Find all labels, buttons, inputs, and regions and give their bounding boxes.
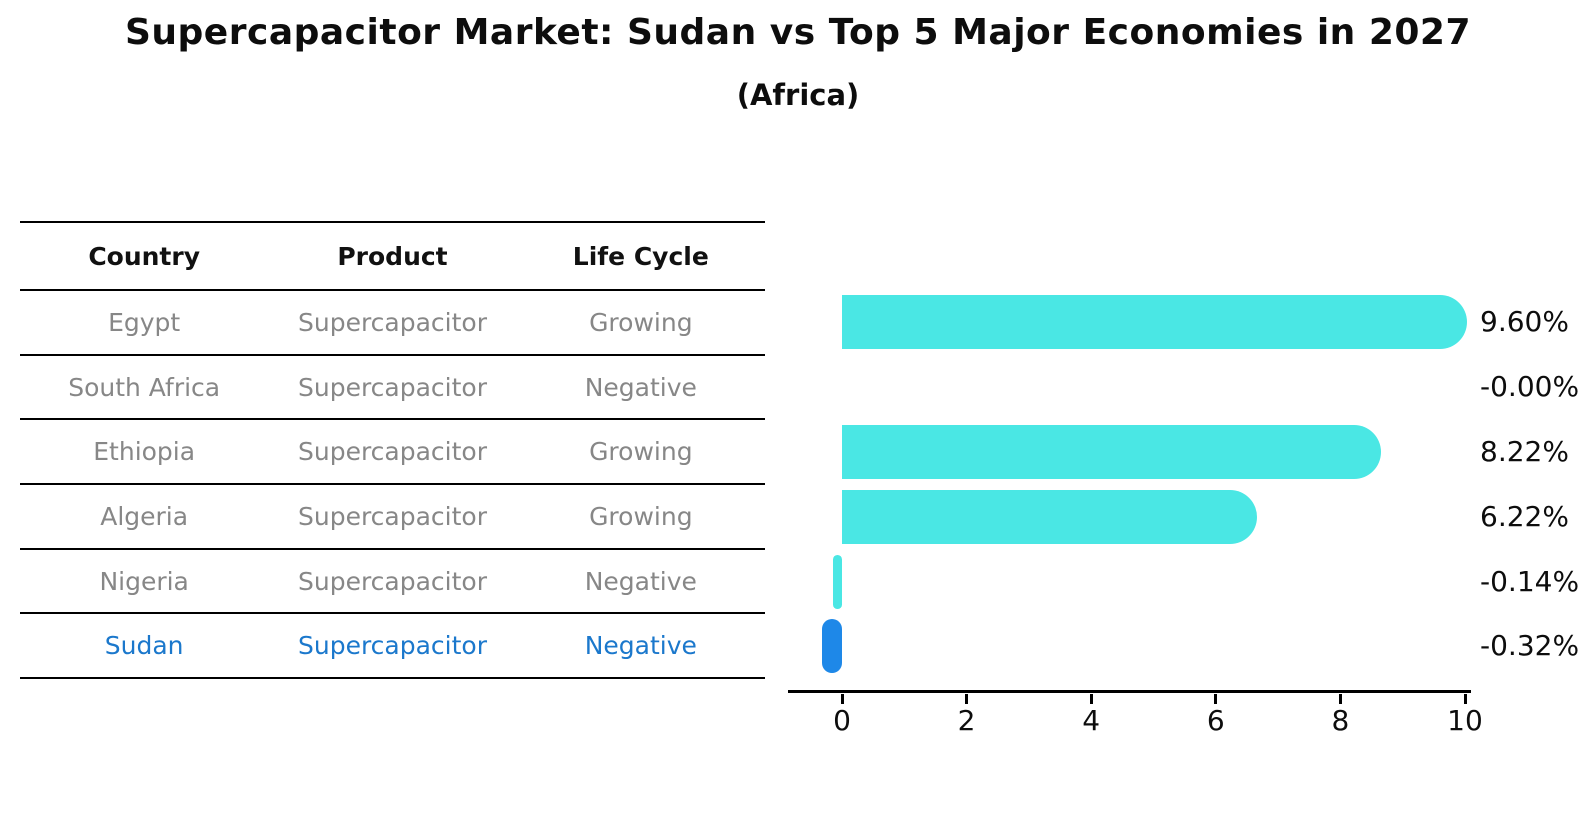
x-axis-tick-label: 8 xyxy=(1331,704,1350,737)
x-axis-line xyxy=(788,690,1471,693)
table-row: Ethiopia Supercapacitor Growing xyxy=(20,420,765,486)
bar-egypt xyxy=(842,295,1468,349)
cell-country: Ethiopia xyxy=(93,437,196,467)
bar-ethiopia xyxy=(842,425,1382,479)
cell-product: Supercapacitor xyxy=(297,307,487,337)
column-header-product: Product xyxy=(337,241,448,271)
x-axis-tick-label: 10 xyxy=(1447,704,1483,737)
x-axis-tick-label: 2 xyxy=(957,704,976,737)
cell-lifecycle: Negative xyxy=(584,566,697,596)
cell-lifecycle: Growing xyxy=(589,437,693,467)
table-header-row: Country Product Life Cycle xyxy=(20,223,765,291)
x-axis-tick xyxy=(1338,694,1342,704)
cell-lifecycle: Negative xyxy=(584,372,697,402)
x-axis-tick-label: 6 xyxy=(1206,704,1225,737)
market-comparison-table: Country Product Life Cycle Egypt Supercap… xyxy=(20,221,765,679)
table-row: Sudan Supercapacitor Negative xyxy=(20,614,765,677)
x-axis-tick xyxy=(840,694,844,704)
x-axis-tick xyxy=(965,694,969,704)
cell-product: Supercapacitor xyxy=(297,501,487,531)
cell-country: South Africa xyxy=(68,372,221,402)
bar-value-label: 8.22% xyxy=(1480,435,1569,468)
bar-value-label: -0.32% xyxy=(1480,629,1580,662)
x-axis-tick xyxy=(1214,694,1218,704)
column-header-country: Country xyxy=(88,241,201,271)
bar-value-label: 9.60% xyxy=(1480,305,1569,338)
cell-country: Sudan xyxy=(104,631,184,661)
cell-product: Supercapacitor xyxy=(297,437,487,467)
cell-country: Algeria xyxy=(100,501,189,531)
table-row: Algeria Supercapacitor Growing xyxy=(20,485,765,550)
x-axis-tick-label: 4 xyxy=(1082,704,1101,737)
page-subtitle: (Africa) xyxy=(736,78,860,112)
cell-product: Supercapacitor xyxy=(297,372,487,402)
cell-country: Egypt xyxy=(108,307,181,337)
cell-lifecycle: Negative xyxy=(584,631,697,661)
bar-value-label: -0.00% xyxy=(1480,370,1580,403)
cell-product: Supercapacitor xyxy=(297,566,487,596)
bar-highlight-sudan xyxy=(822,619,842,673)
page-title: Supercapacitor Market: Sudan vs Top 5 Ma… xyxy=(124,12,1472,53)
cell-lifecycle: Growing xyxy=(589,307,693,337)
x-axis-tick xyxy=(1463,694,1467,704)
bar-value-label: 6.22% xyxy=(1480,500,1569,533)
table-row: South Africa Supercapacitor Negative xyxy=(20,356,765,421)
x-axis-tick xyxy=(1089,694,1093,704)
cell-product: Supercapacitor xyxy=(297,631,487,661)
bar-algeria xyxy=(842,490,1257,544)
bar-value-label: -0.14% xyxy=(1480,565,1580,598)
column-header-lifecycle: Life Cycle xyxy=(572,241,709,271)
x-axis-tick-label: 0 xyxy=(833,704,851,737)
cell-lifecycle: Growing xyxy=(589,501,693,531)
table-row: Nigeria Supercapacitor Negative xyxy=(20,550,765,615)
cell-country: Nigeria xyxy=(99,566,189,596)
table-row: Egypt Supercapacitor Growing xyxy=(20,291,765,356)
bar-nigeria xyxy=(833,555,842,609)
